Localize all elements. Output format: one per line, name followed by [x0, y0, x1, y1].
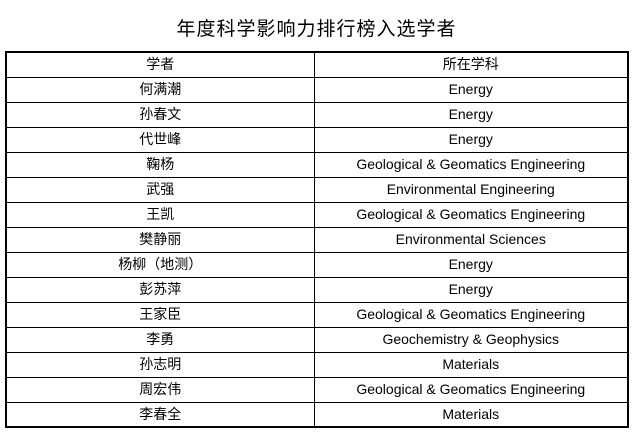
scholar-cell: 孙春文 [5, 101, 315, 128]
scholar-cell: 周宏伟 [5, 376, 315, 403]
scholar-cell: 彭苏萍 [5, 276, 315, 303]
discipline-cell: Energy [313, 251, 629, 278]
scholar-cell: 李春全 [5, 401, 315, 428]
discipline-cell: Geochemistry & Geophysics [313, 326, 629, 353]
table-row: 孙志明 Materials [5, 351, 629, 378]
column-header-scholar: 学者 [5, 51, 315, 78]
table-row: 彭苏萍 Energy [5, 276, 629, 303]
table-row: 孙春文 Energy [5, 101, 629, 128]
discipline-cell: Geological & Geomatics Engineering [313, 376, 629, 403]
scholar-cell: 代世峰 [5, 126, 315, 153]
scholar-cell: 杨柳（地测） [5, 251, 315, 278]
scholar-cell: 武强 [5, 176, 315, 203]
scholar-cell: 王家臣 [5, 301, 315, 328]
page-title: 年度科学影响力排行榜入选学者 [176, 19, 457, 40]
table-row: 王凯 Geological & Geomatics Engineering [5, 201, 629, 228]
discipline-cell: Environmental Engineering [313, 176, 629, 203]
table-row: 杨柳（地测） Energy [5, 251, 629, 278]
discipline-cell: Energy [313, 126, 629, 153]
table-row: 鞠杨 Geological & Geomatics Engineering [5, 151, 629, 178]
table-body: 何满潮 Energy 孙春文 Energy 代世峰 Energy 鞠杨 Geological … [5, 76, 629, 428]
discipline-cell: Environmental Sciences [313, 226, 629, 253]
discipline-cell: Energy [313, 276, 629, 303]
table-row: 樊静丽 Environmental Sciences [5, 226, 629, 253]
discipline-cell: Energy [313, 76, 629, 103]
scholar-cell: 鞠杨 [5, 151, 315, 178]
scholar-cell: 王凯 [5, 201, 315, 228]
table-row: 周宏伟 Geological & Geomatics Engineering [5, 376, 629, 403]
table-row: 代世峰 Energy [5, 126, 629, 153]
discipline-cell: Geological & Geomatics Engineering [313, 301, 629, 328]
discipline-cell: Materials [313, 401, 629, 428]
scholar-cell: 李勇 [5, 326, 315, 353]
scholar-table: 学者 所在学科 何满潮 Energy 孙春文 Energy 代世峰 Energy 鞠杨 Geo… [5, 51, 629, 428]
discipline-cell: Energy [313, 101, 629, 128]
scholar-cell: 何满潮 [5, 76, 315, 103]
scholar-cell: 孙志明 [5, 351, 315, 378]
column-header-discipline: 所在学科 [313, 51, 629, 78]
discipline-cell: Materials [313, 351, 629, 378]
table-row: 李春全 Materials [5, 401, 629, 428]
table-row: 王家臣 Geological & Geomatics Engineering [5, 301, 629, 328]
table-row: 李勇 Geochemistry & Geophysics [5, 326, 629, 353]
table-row: 武强 Environmental Engineering [5, 176, 629, 203]
discipline-cell: Geological & Geomatics Engineering [313, 151, 629, 178]
scholar-cell: 樊静丽 [5, 226, 315, 253]
table-header-row: 学者 所在学科 [5, 51, 629, 78]
table-row: 何满潮 Energy [5, 76, 629, 103]
discipline-cell: Geological & Geomatics Engineering [313, 201, 629, 228]
